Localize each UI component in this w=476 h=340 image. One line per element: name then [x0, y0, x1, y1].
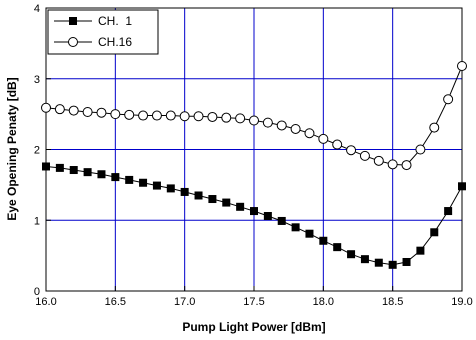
data-point-ch16: [359, 150, 370, 161]
y-tick-label: 1: [34, 215, 40, 227]
data-point-ch16: [415, 144, 426, 155]
data-point-ch1: [180, 187, 189, 196]
data-point-ch16: [401, 160, 412, 171]
x-tick-label: 17.5: [243, 296, 264, 308]
x-tick-label: 19.0: [451, 296, 472, 308]
data-point-ch1: [347, 250, 356, 259]
data-point-ch16: [429, 122, 440, 133]
data-point-ch1: [152, 181, 161, 190]
data-point-ch1: [194, 191, 203, 200]
data-point-ch1: [97, 170, 106, 179]
y-tick-label: 4: [34, 3, 40, 15]
data-point-ch1: [69, 166, 78, 175]
data-point-ch16: [443, 94, 454, 105]
data-point-ch16: [110, 109, 121, 120]
y-axis-label: Eye Opening Penaty [dB]: [5, 77, 19, 220]
grid: [46, 8, 462, 291]
data-point-ch1: [111, 173, 120, 182]
data-point-ch1: [236, 202, 245, 211]
series-lines: [41, 61, 467, 269]
data-point-ch1: [166, 184, 175, 193]
data-point-ch1: [430, 228, 439, 237]
data-point-ch16: [262, 117, 273, 128]
data-point-ch1: [125, 175, 134, 184]
data-point-ch1: [360, 255, 369, 264]
x-tick-label: 18.0: [313, 296, 334, 308]
legend-marker-ch1: [69, 17, 77, 25]
x-tick-label: 16.5: [105, 296, 126, 308]
data-point-ch16: [304, 128, 315, 139]
data-point-ch16: [54, 104, 65, 115]
y-tick-label: 2: [34, 145, 40, 157]
legend-box: [47, 9, 159, 55]
data-point-ch16: [346, 145, 357, 156]
data-point-ch1: [263, 212, 272, 221]
data-point-ch1: [208, 195, 217, 204]
data-point-ch16: [207, 111, 218, 122]
data-point-ch16: [332, 139, 343, 150]
x-axis-label: Pump Light Power [dBm]: [182, 320, 325, 334]
data-point-ch16: [235, 113, 246, 124]
data-point-ch1: [444, 207, 453, 216]
data-point-ch16: [290, 123, 301, 134]
data-point-ch1: [374, 258, 383, 267]
data-point-ch1: [388, 260, 397, 269]
data-point-ch1: [42, 162, 50, 171]
data-point-ch16: [82, 107, 93, 118]
data-point-ch16: [96, 107, 107, 118]
data-point-ch1: [139, 178, 148, 187]
x-tick-label: 18.5: [382, 296, 403, 308]
data-point-ch16: [138, 110, 149, 121]
data-point-ch16: [41, 102, 51, 113]
data-point-ch16: [124, 109, 135, 120]
data-point-ch16: [68, 105, 79, 116]
y-axis-ticks: 0 1 2 3 4: [34, 3, 51, 298]
data-point-ch1: [416, 246, 425, 255]
data-point-ch1: [222, 198, 231, 207]
data-point-ch16: [179, 111, 190, 122]
legend-label-ch1: CH. 1: [98, 14, 132, 28]
data-point-ch1: [277, 216, 286, 225]
data-point-ch1: [319, 236, 328, 245]
data-point-ch1: [83, 168, 92, 177]
y-tick-label: 3: [34, 74, 40, 86]
data-point-ch1: [305, 229, 314, 238]
data-point-ch1: [250, 207, 258, 216]
data-point-ch16: [151, 110, 162, 121]
data-point-ch16: [276, 120, 287, 131]
legend-label-ch16: CH.16: [98, 35, 132, 49]
data-point-ch16: [165, 110, 176, 121]
data-point-ch16: [457, 61, 467, 72]
y-tick-label: 0: [34, 286, 40, 298]
data-point-ch1: [458, 182, 466, 191]
data-point-ch16: [318, 133, 329, 144]
x-tick-label: 16.0: [35, 296, 56, 308]
data-point-ch16: [373, 155, 384, 166]
x-tick-label: 17.0: [174, 296, 195, 308]
data-point-ch16: [387, 159, 398, 170]
legend: CH. 1 CH.16: [47, 9, 159, 55]
data-point-ch16: [221, 112, 232, 123]
data-point-ch1: [333, 243, 342, 252]
data-point-ch1: [291, 223, 300, 232]
data-point-ch1: [402, 257, 411, 266]
x-axis-ticks: 16.0 16.5 17.0 17.5 18.0 18.5 19.0: [35, 286, 473, 308]
legend-marker-ch16: [68, 37, 78, 47]
data-point-ch1: [55, 163, 64, 172]
data-point-ch16: [249, 115, 259, 126]
data-point-ch16: [193, 111, 204, 122]
